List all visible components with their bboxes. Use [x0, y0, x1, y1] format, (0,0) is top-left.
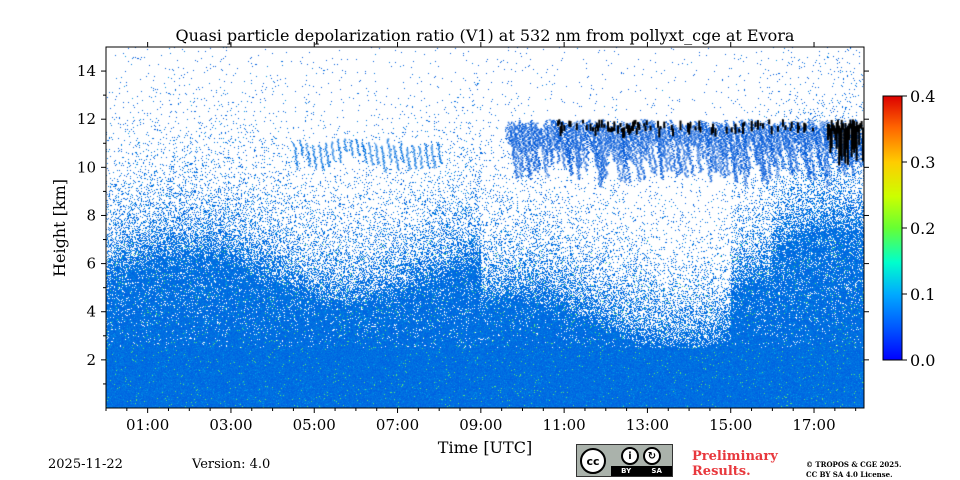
colorbar-tick-label: 0.1: [910, 285, 935, 304]
heatmap-image: [106, 47, 864, 408]
y-tick-label: 2: [86, 351, 96, 369]
y-axis-label: Height [km]: [50, 179, 69, 277]
cc-strip: BY SA: [611, 466, 672, 476]
y-tick-label: 4: [86, 303, 96, 321]
x-tick-label: 03:00: [209, 416, 252, 434]
chart-title: Quasi particle depolarization ratio (V1)…: [176, 26, 795, 45]
colorbar-axis: 0.0 0.1 0.2 0.3 0.4: [902, 87, 935, 370]
colorbar-tick-label: 0.0: [910, 351, 935, 370]
plot-frame: [105, 46, 865, 409]
x-tick-label: 11:00: [543, 416, 586, 434]
copyright-line1: © TROPOS & CGE 2025.: [806, 460, 902, 469]
share-alike-icon: ↻: [643, 447, 661, 465]
colorbar-tick-label: 0.3: [910, 153, 935, 172]
y-axis: 2 4 6 8 10 12 14: [77, 62, 869, 385]
cc-sa-label: SA: [651, 467, 662, 475]
y-tick-label: 8: [86, 206, 96, 224]
preliminary-line1: Preliminary: [692, 449, 778, 464]
colorbar: [882, 95, 903, 361]
copyright-notice: © TROPOS & CGE 2025. CC BY SA 4.0 Licens…: [806, 460, 901, 480]
x-tick-label: 07:00: [376, 416, 419, 434]
cc-license-badge: cc i ↻ BY SA: [576, 444, 673, 477]
colorbar-tick-label: 0.4: [910, 87, 935, 106]
x-axis: 01:00 03:00 05:00 07:00 09:00 11:00 13:00 15:00…: [105, 42, 857, 434]
cc-icon: cc: [580, 448, 606, 474]
copyright-line2: CC BY SA 4.0 License.: [806, 470, 893, 479]
y-tick-label: 14: [77, 62, 96, 80]
x-tick-label: 13:00: [626, 416, 669, 434]
x-axis-label: Time [UTC]: [438, 438, 532, 457]
x-tick-label: 09:00: [459, 416, 502, 434]
y-tick-label: 6: [86, 255, 96, 273]
x-tick-label: 17:00: [792, 416, 835, 434]
y-tick-label: 10: [77, 158, 96, 176]
plot-area: [106, 47, 864, 408]
x-tick-label: 15:00: [709, 416, 752, 434]
preliminary-notice: Preliminary Results.: [692, 449, 778, 479]
preliminary-line2: Results.: [692, 464, 751, 479]
y-tick-label: 12: [77, 110, 96, 128]
date-label: 2025-11-22: [48, 457, 123, 472]
x-tick-label: 05:00: [293, 416, 336, 434]
attribution-icon: i: [621, 447, 639, 465]
colorbar-tick-label: 0.2: [910, 219, 935, 238]
cc-by-label: BY: [621, 467, 632, 475]
version-label: Version: 4.0: [192, 457, 271, 472]
x-tick-label: 01:00: [126, 416, 169, 434]
